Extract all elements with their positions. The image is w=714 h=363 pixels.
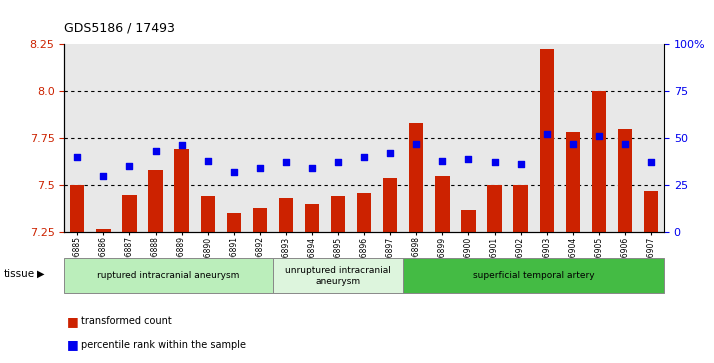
Text: percentile rank within the sample: percentile rank within the sample [81, 340, 246, 350]
Bar [540, 49, 554, 232]
Bar [488, 185, 502, 232]
Text: GDS5186 / 17493: GDS5186 / 17493 [64, 22, 175, 35]
Point [463, 156, 474, 162]
FancyBboxPatch shape [403, 258, 664, 293]
Bar [122, 195, 136, 232]
Bar [592, 91, 606, 232]
Point [98, 173, 109, 179]
Point [358, 154, 370, 160]
Text: tissue: tissue [4, 269, 35, 279]
Bar [96, 229, 111, 232]
Point [489, 160, 501, 166]
Text: ■: ■ [67, 338, 79, 351]
Point [567, 141, 578, 147]
Bar [70, 185, 84, 232]
Text: ■: ■ [67, 315, 79, 328]
Bar [149, 170, 163, 232]
Point [306, 165, 318, 171]
Bar [383, 178, 398, 232]
Text: transformed count: transformed count [81, 316, 172, 326]
Point [437, 158, 448, 163]
Point [124, 163, 135, 169]
Point [280, 160, 291, 166]
Text: superficial temporal artery: superficial temporal artery [473, 272, 595, 280]
Bar [436, 176, 450, 232]
Point [150, 148, 161, 154]
FancyBboxPatch shape [64, 258, 273, 293]
FancyBboxPatch shape [273, 258, 403, 293]
Bar [201, 196, 215, 232]
Point [411, 141, 422, 147]
Bar [357, 193, 371, 232]
Point [593, 133, 605, 139]
Text: ▶: ▶ [37, 269, 45, 279]
Point [254, 165, 266, 171]
Bar [513, 185, 528, 232]
Bar [226, 213, 241, 232]
Bar [305, 204, 319, 232]
Bar [253, 208, 267, 232]
Bar [461, 210, 476, 232]
Bar [644, 191, 658, 232]
Point [645, 160, 657, 166]
Point [515, 162, 526, 167]
Text: unruptured intracranial
aneurysm: unruptured intracranial aneurysm [285, 266, 391, 286]
Point [228, 169, 239, 175]
Bar [618, 129, 632, 232]
Bar [409, 123, 423, 232]
Point [619, 141, 630, 147]
Bar [331, 196, 346, 232]
Bar [565, 132, 580, 232]
Bar [278, 198, 293, 232]
Point [202, 158, 213, 163]
Point [176, 143, 187, 148]
Point [541, 131, 553, 137]
Bar [174, 149, 188, 232]
Point [71, 154, 83, 160]
Text: ruptured intracranial aneurysm: ruptured intracranial aneurysm [97, 272, 240, 280]
Point [332, 160, 343, 166]
Point [385, 150, 396, 156]
